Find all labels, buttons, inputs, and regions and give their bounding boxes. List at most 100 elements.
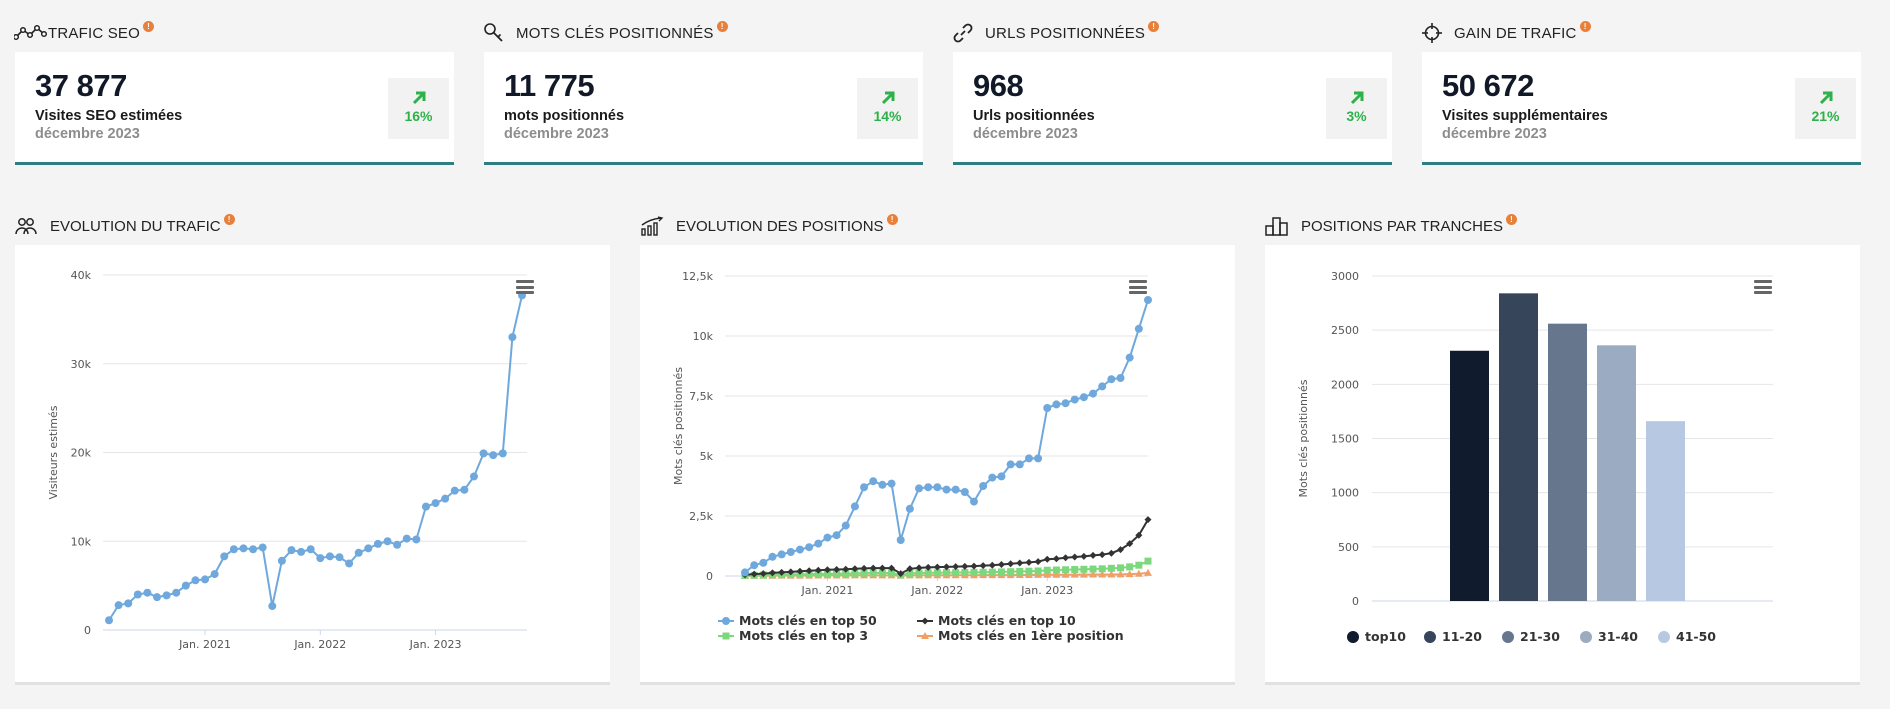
data-point: [114, 601, 123, 610]
legend-dot: [1658, 631, 1670, 643]
data-point: [969, 497, 978, 506]
kpi-header-traffic: TRAFIC SEO !: [14, 19, 155, 47]
y-tick-label: 500: [1338, 541, 1359, 554]
data-point: [997, 560, 1005, 568]
y-tick-label: 30k: [71, 358, 92, 371]
arrow-up-right-icon: [412, 91, 425, 105]
data-point: [402, 534, 411, 543]
data-point: [1080, 565, 1088, 573]
kpi-value: 11 775: [504, 68, 595, 103]
info-icon[interactable]: !: [143, 20, 155, 32]
info-icon[interactable]: !: [886, 213, 898, 225]
data-point: [421, 502, 430, 511]
data-point: [1071, 553, 1079, 561]
data-point: [997, 472, 1006, 481]
data-point: [479, 449, 488, 458]
trend-badge: 21%: [1795, 78, 1856, 139]
x-tick-label: Jan. 2023: [409, 638, 462, 651]
series: [741, 516, 1152, 579]
legend-label: 21-30: [1520, 629, 1560, 644]
info-icon[interactable]: !: [1148, 20, 1160, 32]
arrow-up-right-icon: [881, 91, 894, 105]
legend-item: Mots clés en top 3: [718, 628, 868, 643]
panel-title: EVOLUTION DES POSITIONS: [676, 217, 884, 235]
panel-header-traffic: EVOLUTION DU TRAFIC !: [14, 212, 235, 240]
chart-menu-button[interactable]: [1129, 280, 1147, 294]
x-tick-label: Jan. 2022: [910, 584, 963, 597]
data-point: [133, 590, 142, 599]
data-point: [1043, 555, 1051, 563]
info-icon[interactable]: !: [223, 213, 235, 225]
kpi-header-urls: URLS POSITIONNÉES !: [952, 19, 1160, 47]
data-point: [1089, 570, 1098, 578]
data-point: [287, 546, 296, 555]
legend-label: Mots clés en top 3: [739, 628, 868, 643]
legend-item: 31-40: [1580, 629, 1638, 644]
y-axis-title: Visiteurs estimés: [47, 405, 60, 499]
data-point: [1052, 400, 1061, 409]
data-point: [220, 552, 229, 561]
panel-header-positions: EVOLUTION DES POSITIONS !: [640, 212, 898, 240]
data-point: [878, 564, 886, 572]
data-point: [1126, 563, 1134, 571]
data-point: [921, 617, 929, 625]
series: [105, 291, 526, 625]
series-line: [108, 295, 523, 621]
traffic-chart-panel: 0 10k 20k 30k 40k Visiteurs estimés Jan. 2021 J…: [15, 245, 610, 685]
x-tick-label: Jan. 2022: [293, 638, 346, 651]
data-point: [722, 632, 730, 640]
kpi-label: Visites SEO estimées: [35, 108, 183, 124]
legend-item: Mots clés en top 50: [718, 613, 877, 628]
bar: [1499, 293, 1538, 601]
panel-header-tranches: POSITIONS PAR TRANCHES !: [1265, 212, 1517, 240]
legend-item: 41-50: [1658, 629, 1716, 644]
y-tick-label: 10k: [693, 330, 714, 343]
chart-menu-button[interactable]: [1754, 280, 1772, 294]
y-tick-label: 7,5k: [689, 390, 713, 403]
info-icon[interactable]: !: [1579, 20, 1591, 32]
info-icon[interactable]: !: [1505, 213, 1517, 225]
data-point: [1134, 569, 1143, 577]
data-point: [1107, 570, 1116, 578]
data-point: [1126, 540, 1134, 548]
data-point: [1062, 566, 1070, 574]
chart-menu-button[interactable]: [516, 280, 534, 294]
data-point: [921, 632, 929, 639]
kpi-date: décembre 2023: [35, 126, 140, 142]
y-tick-label: 3000: [1331, 270, 1359, 283]
data-point: [722, 617, 730, 625]
legend-dot: [1347, 631, 1359, 643]
data-point: [905, 504, 914, 513]
data-point: [172, 588, 181, 597]
data-point: [335, 553, 344, 562]
data-point: [325, 552, 334, 561]
data-point: [832, 531, 841, 540]
data-point: [997, 568, 1005, 576]
legend-item: 21-30: [1502, 629, 1560, 644]
panel-title: EVOLUTION DU TRAFIC: [50, 217, 221, 235]
bar: [1646, 421, 1685, 601]
legend-label: top10: [1365, 629, 1406, 644]
data-point: [1034, 558, 1042, 566]
data-point: [1034, 567, 1042, 575]
data-point: [961, 569, 969, 577]
positions-chart: 0 2,5k 5k 7,5k 10k 12,5k Mots clés positionnés…: [672, 270, 1152, 643]
info-icon[interactable]: !: [716, 20, 728, 32]
data-point: [933, 563, 941, 571]
data-point: [915, 569, 923, 577]
data-point: [878, 569, 886, 577]
data-point: [750, 570, 758, 578]
trend-percent: 16%: [404, 108, 433, 124]
data-point: [805, 543, 814, 552]
kpi-card-urls: 968 Urls positionnées décembre 2023 3%: [953, 52, 1392, 165]
data-point: [498, 449, 507, 458]
data-point: [1125, 353, 1134, 362]
data-point: [1134, 324, 1143, 333]
y-tick-label: 2000: [1331, 378, 1359, 391]
data-point: [888, 569, 896, 577]
legend-label: Mots clés en 1ère position: [938, 628, 1124, 643]
data-point: [441, 494, 450, 503]
data-point: [239, 544, 248, 553]
data-point: [143, 588, 152, 597]
data-point: [906, 565, 914, 573]
